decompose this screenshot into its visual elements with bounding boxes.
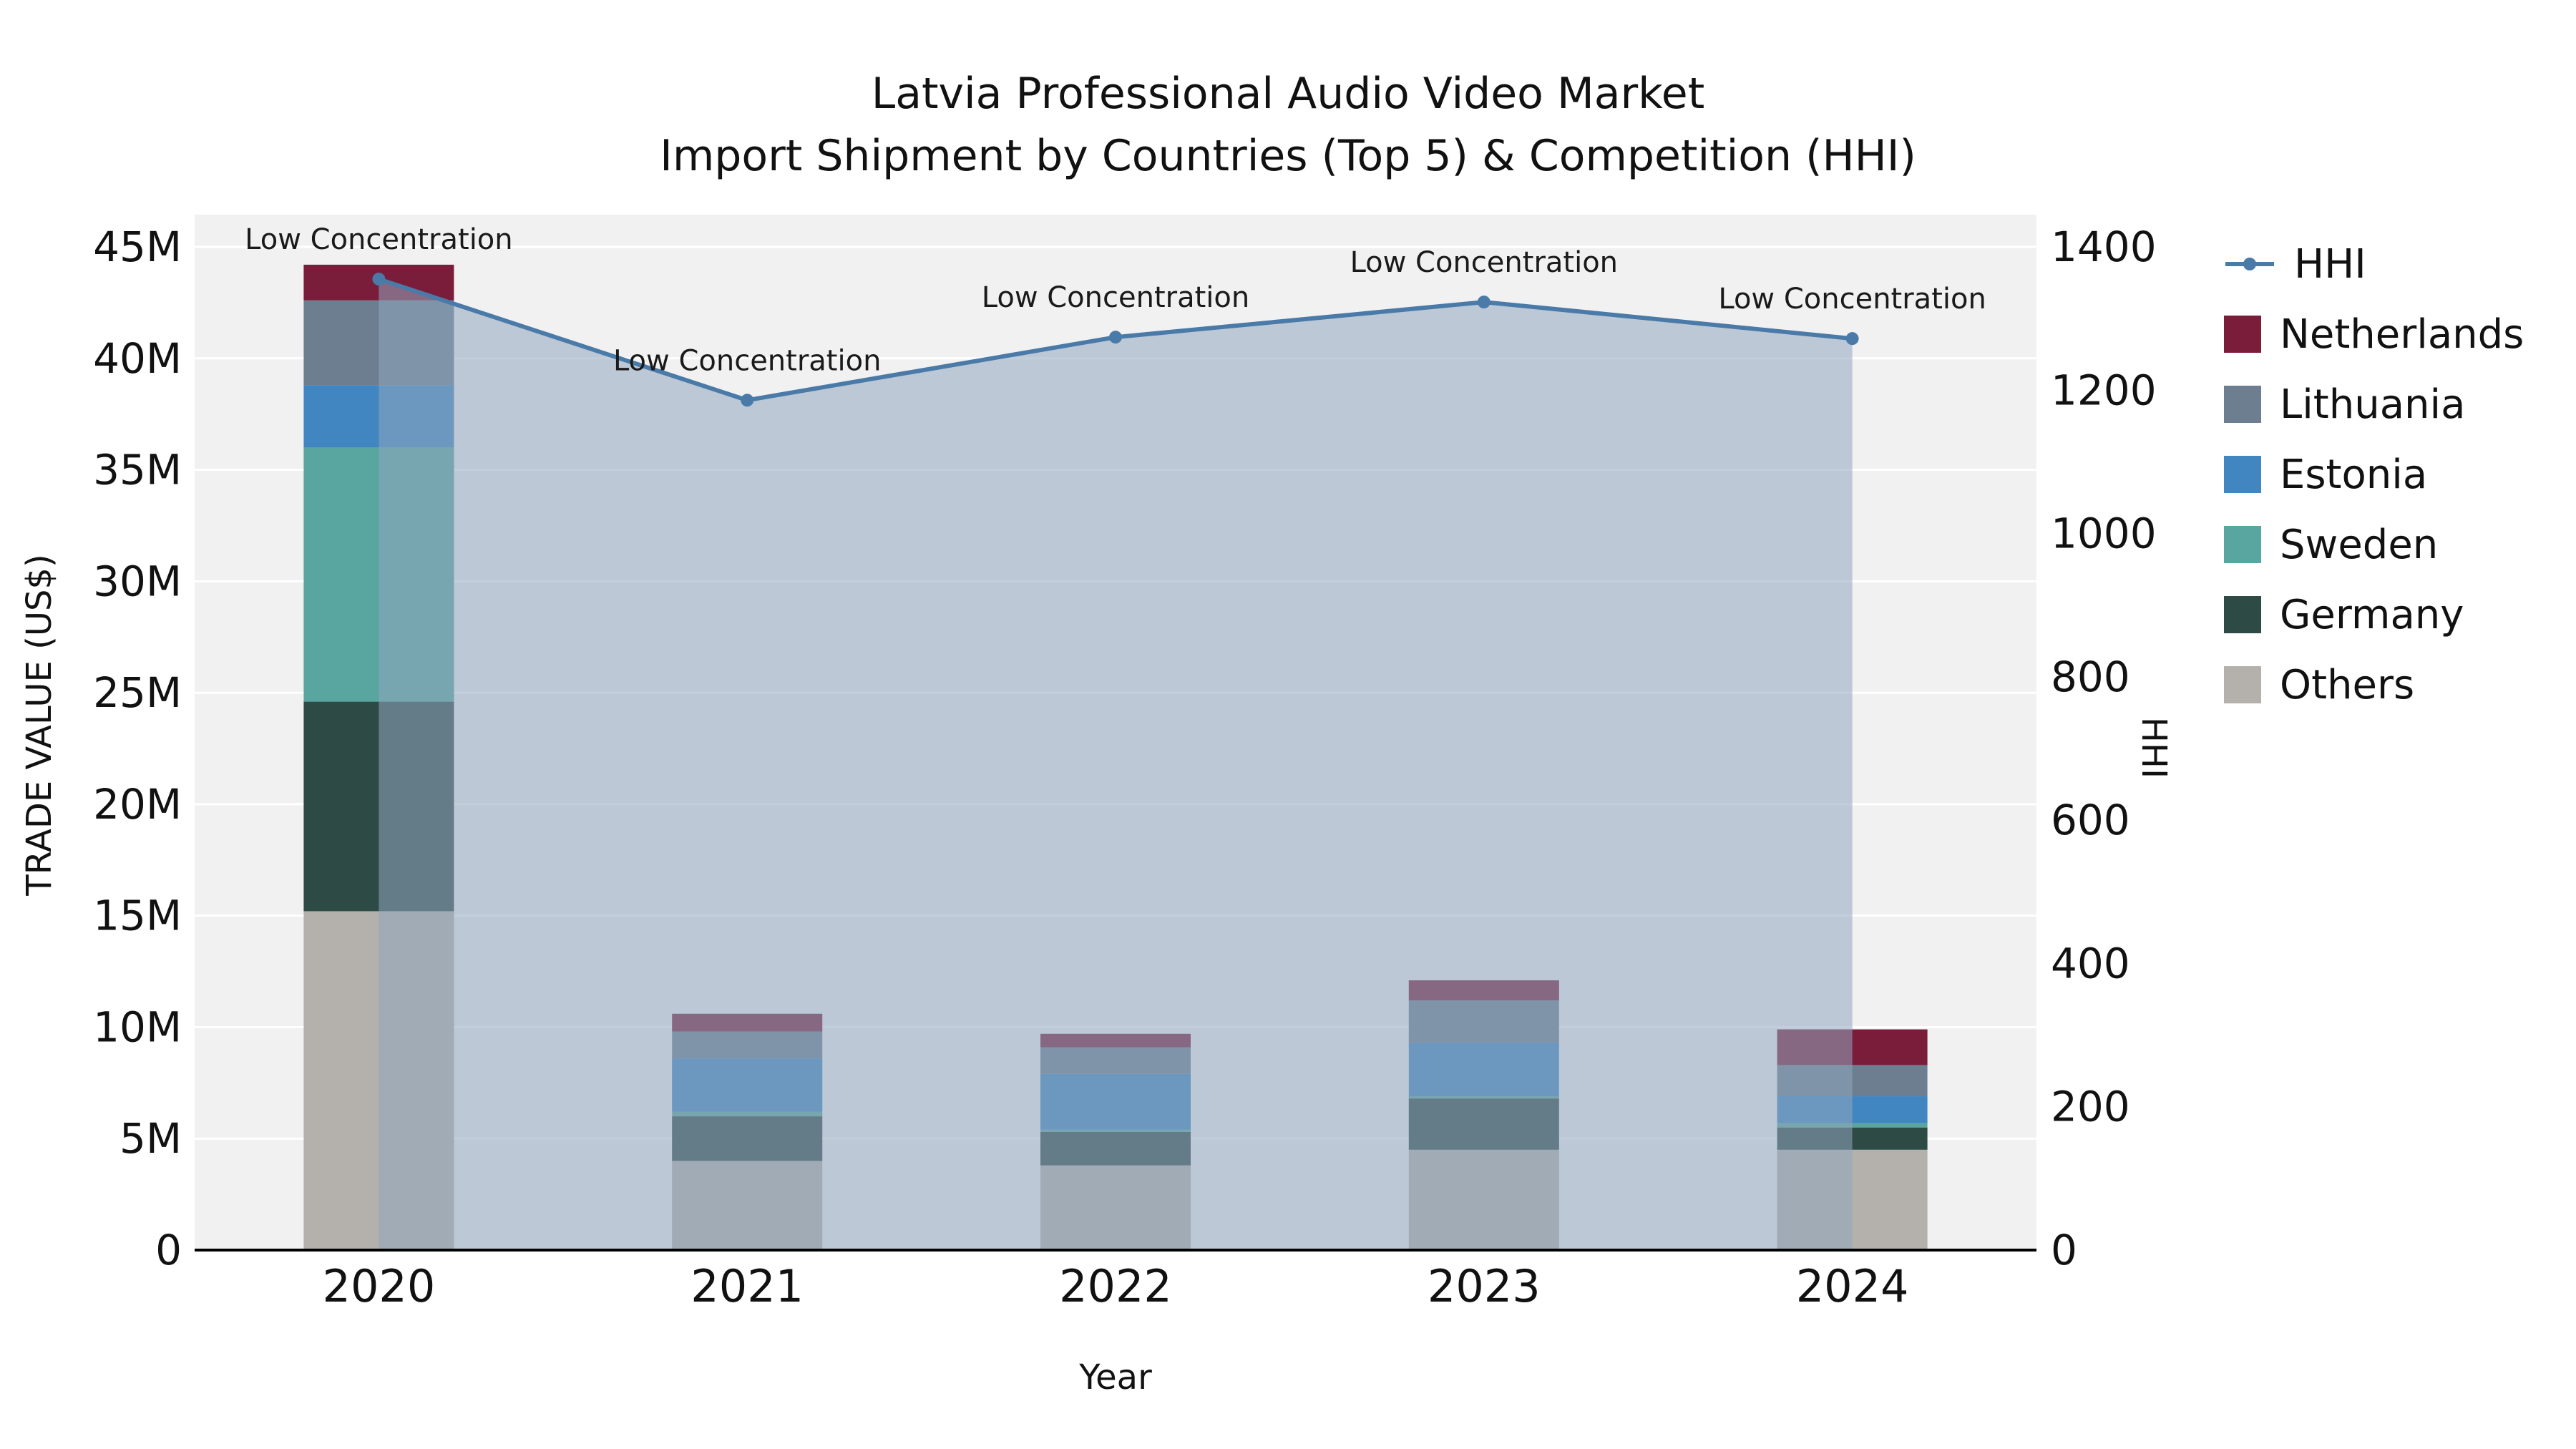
tick-label-left: 15M [93, 892, 182, 940]
tick-label-left: 10M [93, 1002, 182, 1051]
hhi-area [379, 279, 1853, 1250]
legend-label: Sweden [2280, 521, 2439, 568]
legend-item-lithuania: Lithuania [2224, 381, 2524, 428]
legend-label: Netherlands [2280, 311, 2524, 358]
tick-label-left: 25M [93, 668, 182, 717]
hhi-marker [1477, 296, 1491, 309]
y-axis-label-right: HHI [2134, 716, 2174, 779]
tick-label-left: 30M [93, 557, 182, 605]
legend-swatch [2224, 666, 2261, 703]
tick-label-x: 2023 [1428, 1260, 1541, 1312]
hhi-line-symbol [2225, 258, 2274, 270]
tick-label-left: 40M [93, 334, 182, 383]
annotation: Low Concentration [1350, 246, 1618, 279]
annotation: Low Concentration [982, 281, 1249, 314]
legend-label: Germany [2280, 591, 2464, 638]
y-axis-label-left: TRADE VALUE (US$) [19, 554, 59, 896]
legend-swatch [2224, 386, 2261, 423]
tick-label-right: 1000 [2051, 509, 2157, 558]
tick-label-left: 45M [93, 223, 182, 271]
legend-swatch [2224, 596, 2261, 633]
tick-label-right: 200 [2051, 1083, 2130, 1131]
tick-label-left: 35M [93, 446, 182, 494]
x-axis-label: Year [1079, 1357, 1152, 1397]
legend-label: Lithuania [2280, 381, 2466, 428]
tick-label-right: 400 [2051, 939, 2130, 987]
legend-item-netherlands: Netherlands [2224, 311, 2524, 358]
tick-label-left: 20M [93, 780, 182, 829]
tick-label-right: 800 [2051, 653, 2130, 701]
legend-item-germany: Germany [2224, 591, 2524, 638]
legend-label: Others [2280, 661, 2415, 708]
tick-label-x: 2022 [1059, 1260, 1172, 1312]
legend-swatch [2224, 456, 2261, 493]
tick-label-x: 2021 [691, 1260, 804, 1312]
hhi-marker [372, 273, 386, 286]
tick-label-right: 1400 [2051, 223, 2157, 271]
legend-swatch [2224, 316, 2261, 353]
title-block: Latvia Professional Audio Video Market I… [0, 63, 2576, 187]
legend-item-others: Others [2224, 661, 2524, 708]
annotation: Low Concentration [613, 344, 881, 377]
hhi-marker [741, 394, 754, 407]
chart-subtitle: Import Shipment by Countries (Top 5) & C… [660, 131, 1916, 181]
annotation: Low Concentration [1718, 283, 1986, 316]
tick-label-x: 2020 [323, 1260, 436, 1312]
annotation: Low Concentration [245, 223, 512, 256]
tick-label-right: 600 [2051, 796, 2130, 844]
legend-label: HHI [2294, 240, 2366, 288]
hhi-marker [1109, 331, 1122, 344]
legend-item-estonia: Estonia [2224, 451, 2524, 498]
hhi-marker [1845, 332, 1859, 346]
legend-item-sweden: Sweden [2224, 521, 2524, 568]
tick-label-x: 2024 [1796, 1260, 1909, 1312]
tick-label-right: 1200 [2051, 366, 2157, 414]
tick-label-left: 0 [155, 1226, 182, 1274]
legend-swatch [2224, 526, 2261, 563]
tick-label-right: 0 [2051, 1226, 2077, 1274]
legend: HHI Netherlands Lithuania Estonia Sweden Germ… [2224, 240, 2524, 708]
tick-label-left: 5M [119, 1114, 182, 1163]
chart-title: Latvia Professional Audio Video Market [871, 69, 1705, 119]
legend-item-hhi: HHI [2224, 240, 2524, 288]
legend-label: Estonia [2280, 451, 2428, 498]
